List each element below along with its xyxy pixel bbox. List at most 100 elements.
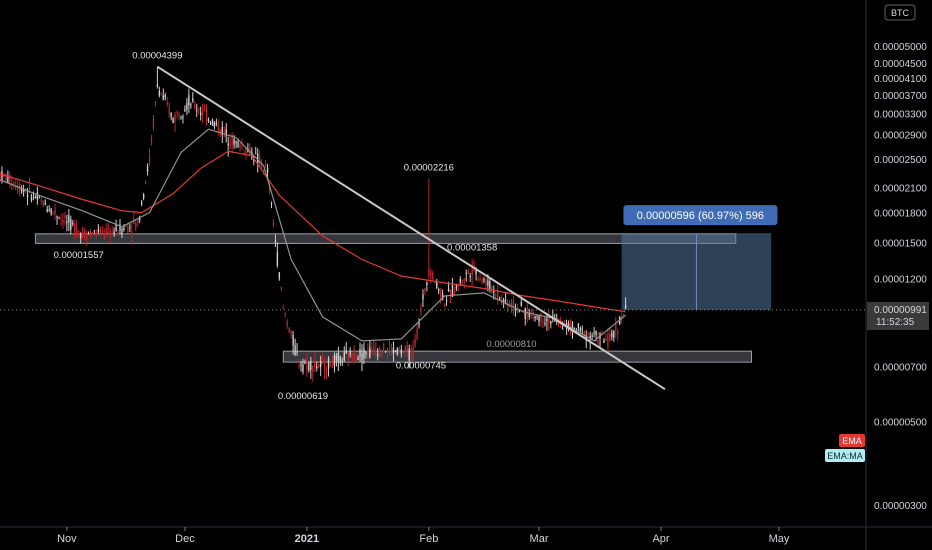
candle-body	[194, 104, 196, 108]
candle-body	[278, 272, 281, 279]
candle-body	[325, 371, 328, 373]
legend-badge	[839, 434, 865, 447]
candle-body	[365, 352, 367, 355]
annotation-label: 0.00000745	[396, 361, 446, 372]
x-tick-label: Mar	[530, 533, 549, 545]
candle-body	[48, 210, 50, 212]
candle-body	[241, 145, 243, 147]
candle-body	[323, 359, 326, 372]
candle-body	[192, 98, 194, 102]
candle-body	[499, 297, 501, 299]
candle-body	[571, 322, 574, 333]
y-tick-label: 0.00001800	[874, 209, 927, 220]
candle-body	[512, 300, 515, 310]
candle-body	[184, 109, 186, 112]
candle-body	[20, 188, 23, 192]
candle-body	[396, 347, 399, 356]
candle-body	[363, 348, 365, 359]
candle-body	[72, 223, 74, 225]
candle-body	[111, 230, 113, 232]
candle-body	[502, 299, 505, 302]
candle-body	[213, 122, 216, 127]
candle-body	[544, 323, 546, 325]
candle-body	[264, 166, 267, 168]
candle-body	[32, 193, 35, 195]
candle-body	[219, 129, 222, 134]
candle-body	[127, 227, 129, 233]
support-zone	[282, 350, 753, 363]
candle-body	[615, 323, 617, 331]
candle-body	[310, 361, 312, 371]
candle-body	[268, 186, 271, 192]
candle-body	[292, 334, 294, 346]
candle-body	[386, 349, 389, 351]
candle-body	[17, 185, 19, 190]
annotation-label: 0.00000619	[278, 391, 328, 402]
y-tick-label: 0.00001200	[874, 275, 927, 286]
candle-body	[209, 122, 212, 124]
candle-body	[9, 174, 11, 184]
candle-body	[76, 226, 78, 236]
candle-body	[137, 219, 139, 223]
candle-body	[312, 365, 314, 373]
candle-body	[337, 352, 340, 362]
candle-body	[24, 190, 27, 192]
candle-body	[205, 108, 208, 122]
candle-body	[160, 94, 163, 96]
candle-body	[79, 233, 82, 239]
annotations: 0.00004399 0.00002216 0.00001358 0.00001557…	[54, 51, 537, 402]
candle-body	[481, 279, 483, 283]
candle-body	[402, 352, 404, 354]
candle-body	[371, 347, 373, 354]
candle-body	[504, 300, 507, 302]
candle-body	[607, 334, 609, 347]
candle-body	[436, 281, 438, 288]
candle-body	[430, 270, 432, 278]
candle-body	[583, 331, 585, 338]
last-price-badge	[867, 301, 929, 330]
y-tick-label: 0.00000300	[874, 501, 927, 512]
candle-body	[316, 366, 318, 369]
candle-body	[97, 229, 100, 232]
candle-body	[231, 134, 233, 146]
candle-body	[270, 203, 273, 205]
candle-body	[66, 221, 68, 224]
candle-body	[36, 192, 39, 200]
candle-body	[587, 332, 589, 334]
candle-body	[38, 197, 41, 199]
candle-body	[422, 294, 424, 300]
candle-body	[221, 126, 223, 136]
candle-body	[68, 215, 70, 223]
candle-body	[190, 104, 192, 106]
candle-body	[367, 349, 369, 356]
candle-body	[510, 301, 513, 308]
candle-body	[180, 117, 182, 119]
candle-body	[274, 240, 277, 242]
candle-body	[89, 231, 92, 234]
candle-body	[131, 231, 133, 234]
candle-body	[483, 279, 485, 281]
candle-body	[388, 346, 391, 348]
candle-body	[260, 164, 263, 167]
candle-body	[85, 232, 88, 241]
candle-body	[266, 167, 269, 173]
candle-body	[182, 116, 184, 118]
candle-body	[514, 308, 517, 311]
candle-body	[107, 225, 109, 231]
candle-body	[424, 288, 426, 292]
candle-body	[593, 332, 595, 334]
candle-body	[286, 321, 288, 326]
candle-body	[280, 287, 283, 289]
candle-body	[471, 263, 473, 276]
candle-body	[304, 361, 306, 364]
annotation-label: 0.00001557	[54, 250, 104, 261]
candle-body	[52, 211, 54, 213]
candle-body	[591, 335, 593, 337]
candle-body	[164, 95, 166, 98]
candle-body	[611, 332, 613, 337]
candle-body	[532, 312, 534, 319]
candle-body	[166, 102, 168, 105]
